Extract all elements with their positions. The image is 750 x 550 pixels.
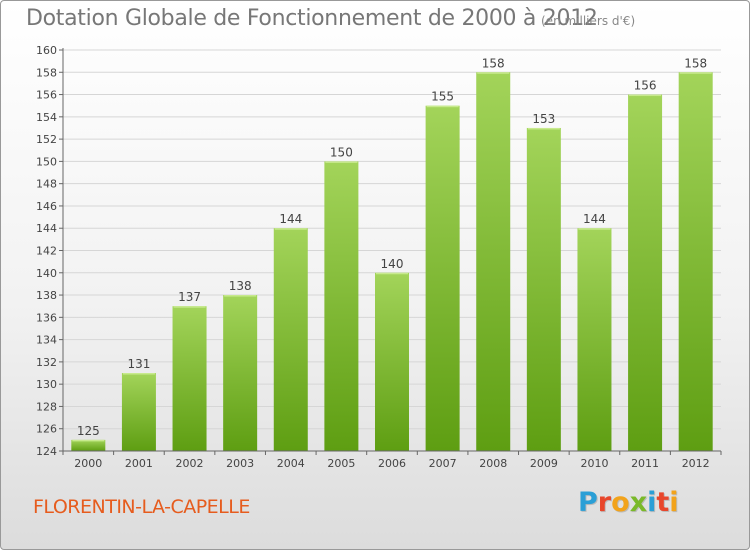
x-tick-label: 2002 <box>176 457 204 470</box>
bar-value-label: 125 <box>77 424 100 438</box>
bar-highlight <box>426 105 459 108</box>
bar-value-label: 150 <box>330 145 353 159</box>
y-tick-label: 154 <box>36 111 57 124</box>
x-tick-label: 2009 <box>530 457 558 470</box>
y-tick-label: 158 <box>36 66 57 79</box>
bar-value-label: 140 <box>381 257 404 271</box>
bar-highlight <box>325 161 358 163</box>
bar-value-label: 144 <box>279 212 302 226</box>
logo-letter: o <box>611 487 630 518</box>
y-tick-label: 142 <box>36 245 57 258</box>
proxiti-logo[interactable]: Proxiti <box>578 487 679 518</box>
bar-highlight <box>173 306 206 308</box>
x-tick-label: 2011 <box>631 457 659 470</box>
y-tick-label: 136 <box>36 311 57 324</box>
x-tick-label: 2008 <box>479 457 507 470</box>
y-tick-label: 150 <box>36 155 57 168</box>
y-tick-label: 134 <box>36 334 57 347</box>
bar-2001 <box>121 373 156 451</box>
y-tick-label: 152 <box>36 133 57 146</box>
x-tick-label: 2010 <box>580 457 608 470</box>
bar-2009 <box>526 127 561 451</box>
logo-letter: t <box>656 487 670 518</box>
axes: 124 126 128 130 132 134 136 138 140 142 144 146 148 1… <box>36 44 722 470</box>
bar-highlight <box>629 94 662 97</box>
bar-highlight <box>477 72 510 74</box>
bar-highlight <box>274 228 307 230</box>
bar-2006 <box>375 272 409 451</box>
bar-2003 <box>223 295 258 451</box>
bar-highlight <box>679 72 712 74</box>
bar-2002 <box>172 306 207 451</box>
bar-2007 <box>425 105 460 451</box>
x-tick-label: 2006 <box>378 457 406 470</box>
bar-value-label: 155 <box>431 90 454 104</box>
bar-value-label: 131 <box>127 357 150 371</box>
x-tick-label: 2000 <box>74 457 102 470</box>
bars: 125 131 137 138 144 150 140 155 158 153 144 156 158 <box>71 56 713 452</box>
bar-highlight <box>72 439 105 442</box>
bar-2011 <box>628 94 663 452</box>
bar-highlight <box>376 272 408 275</box>
bar-value-label: 144 <box>583 212 606 226</box>
logo-letter: x <box>629 487 648 518</box>
y-tick-label: 146 <box>36 200 57 213</box>
bar-highlight <box>527 127 560 130</box>
logo-letter: P <box>578 487 598 518</box>
y-tick-label: 130 <box>36 378 57 391</box>
bar-2012 <box>678 72 713 452</box>
x-tick-label: 2003 <box>226 457 254 470</box>
x-tick-label: 2005 <box>327 457 355 470</box>
y-tick-label: 138 <box>36 289 57 302</box>
bar-value-label: 138 <box>229 279 252 293</box>
bar-value-label: 158 <box>482 56 505 70</box>
y-tick-label: 148 <box>36 178 57 191</box>
bar-2010 <box>577 228 612 451</box>
bar-value-label: 156 <box>634 79 657 93</box>
y-tick-label: 144 <box>36 222 57 235</box>
bar-2004 <box>273 228 308 451</box>
x-tick-label: 2001 <box>125 457 153 470</box>
chart-subtitle: (en milliers d'€) <box>541 14 636 28</box>
bar-value-label: 137 <box>178 290 201 304</box>
y-tick-label: 126 <box>36 423 57 436</box>
bar-2005 <box>324 161 359 451</box>
bar-2000 <box>71 439 106 451</box>
logo-letter: i <box>669 487 679 518</box>
y-tick-label: 140 <box>36 267 57 280</box>
commune-name: FLORENTIN-LA-CAPELLE <box>33 496 250 518</box>
x-tick-label: 2004 <box>277 457 305 470</box>
y-tick-label: 132 <box>36 356 57 369</box>
y-tick-label: 124 <box>36 445 57 458</box>
x-tick-label: 2007 <box>429 457 457 470</box>
bar-highlight <box>224 295 257 297</box>
bar-value-label: 158 <box>684 56 707 70</box>
logo-letter: r <box>597 487 612 518</box>
x-tick-label: 2012 <box>682 457 710 470</box>
chart-title: Dotation Globale de Fonctionnement de 20… <box>26 6 598 31</box>
bar-highlight <box>578 228 611 230</box>
logo-letter: i <box>647 487 657 518</box>
bar-value-label: 153 <box>532 112 555 126</box>
y-tick-label: 156 <box>36 89 57 102</box>
y-tick-label: 128 <box>36 400 57 413</box>
bar-2008 <box>476 72 511 452</box>
bar-highlight <box>122 373 155 375</box>
y-tick-label: 160 <box>36 44 57 57</box>
